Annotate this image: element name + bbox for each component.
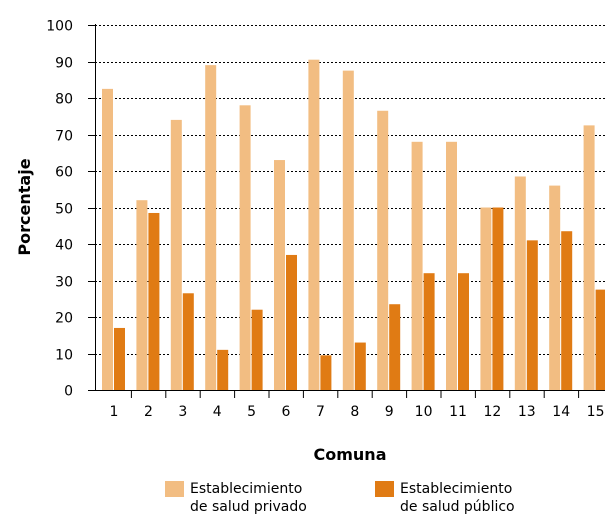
y-tick-label-0: 0: [64, 384, 73, 400]
x-tick-label-11: 11: [449, 404, 467, 420]
bar-privado-comuna-1: [102, 88, 113, 390]
bar-publico-comuna-15: [595, 289, 605, 390]
bar-publico-comuna-4: [217, 349, 229, 390]
bar-publico-comuna-11: [458, 273, 469, 390]
bar-privado-comuna-9: [377, 110, 389, 391]
x-tick-label-4: 4: [213, 404, 222, 420]
y-tick-label-80: 80: [55, 92, 73, 108]
bar-privado-comuna-7: [308, 59, 320, 391]
bar-privado-comuna-14: [549, 185, 561, 390]
legend-item-publico: Establecimiento de salud público: [375, 480, 515, 516]
bar-privado-comuna-12: [480, 207, 492, 390]
legend-swatch-privado: [165, 481, 184, 497]
y-tick-label-40: 40: [55, 238, 73, 254]
y-tick-label-90: 90: [55, 56, 73, 72]
bar-publico-comuna-1: [114, 327, 125, 390]
x-axis-title: Comuna: [314, 445, 387, 464]
bar-privado-comuna-4: [205, 65, 217, 391]
bar-privado-comuna-8: [342, 70, 354, 390]
bar-publico-comuna-9: [389, 304, 401, 390]
bar-publico-comuna-6: [286, 254, 297, 390]
x-ticks: 1 2 3 4 5 6 7 8 9 10 11 12 13 14 15: [110, 390, 605, 420]
x-tick-label-9: 9: [385, 404, 394, 420]
y-tick-label-30: 30: [55, 275, 73, 291]
x-tick-label-5: 5: [247, 404, 256, 420]
x-tick-label-14: 14: [552, 404, 570, 420]
bar-privado-comuna-10: [411, 141, 423, 390]
y-tick-label-60: 60: [55, 165, 73, 181]
legend: Establecimiento de salud privado Estable…: [0, 480, 605, 520]
x-tick-label-2: 2: [144, 404, 153, 420]
y-tick-label-70: 70: [55, 129, 73, 145]
bar-privado-comuna-11: [446, 141, 457, 390]
bar-publico-comuna-3: [182, 293, 194, 390]
x-tick-label-1: 1: [110, 404, 119, 420]
x-tick-label-13: 13: [518, 404, 536, 420]
bar-privado-comuna-2: [136, 200, 148, 390]
bar-publico-comuna-8: [354, 342, 366, 390]
x-tick-label-8: 8: [350, 404, 359, 420]
x-tick-label-3: 3: [178, 404, 187, 420]
x-tick-label-15: 15: [587, 404, 605, 420]
y-axis-title: Porcentaje: [15, 158, 34, 255]
bar-privado-comuna-5: [239, 105, 251, 391]
bar-publico-comuna-7: [320, 355, 332, 390]
bar-publico-comuna-13: [526, 240, 538, 390]
y-tick-label-100: 100: [46, 19, 73, 35]
y-tick-label-10: 10: [55, 348, 73, 364]
x-tick-label-7: 7: [316, 404, 325, 420]
legend-swatch-publico: [375, 481, 394, 497]
y-tick-label-50: 50: [55, 202, 73, 218]
legend-item-privado: Establecimiento de salud privado: [165, 480, 307, 516]
bar-publico-comuna-12: [492, 207, 504, 390]
x-tick-label-12: 12: [483, 404, 501, 420]
bar-privado-comuna-6: [274, 160, 285, 390]
bar-privado-comuna-13: [514, 176, 526, 390]
legend-label-privado: Establecimiento de salud privado: [190, 481, 307, 515]
y-tick-label-20: 20: [55, 311, 73, 327]
bar-publico-comuna-5: [251, 309, 263, 390]
bar-publico-comuna-10: [423, 273, 435, 390]
x-tick-label-10: 10: [415, 404, 433, 420]
bars-group: [102, 59, 605, 391]
bar-privado-comuna-15: [583, 125, 595, 390]
x-tick-label-6: 6: [282, 404, 291, 420]
legend-label-publico: Establecimiento de salud público: [400, 481, 515, 515]
bar-privado-comuna-3: [170, 119, 182, 391]
y-ticks: 0 10 20 30 40 50 60 70 80 90 100: [46, 19, 95, 400]
bar-publico-comuna-14: [561, 231, 573, 390]
axes: [95, 24, 605, 391]
bar-publico-comuna-2: [148, 212, 160, 390]
